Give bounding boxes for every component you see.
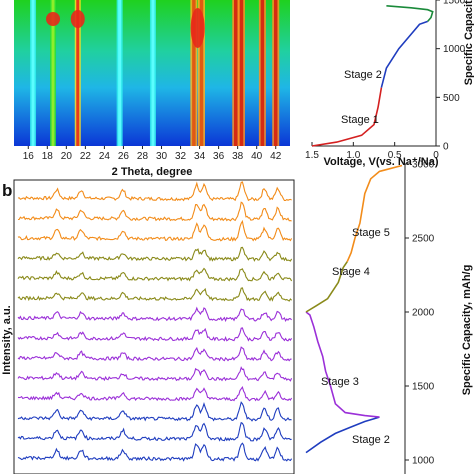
xrd-trace bbox=[17, 181, 292, 202]
voltage-a-curve bbox=[386, 5, 434, 22]
voltage-a-ytick-label: 0 bbox=[443, 142, 449, 153]
voltage-a-ytick-label: 500 bbox=[443, 93, 460, 104]
voltage-b-curve bbox=[305, 261, 348, 313]
heatmap-xlabel: 2 Theta, degree bbox=[112, 166, 193, 178]
heatmap-panel: 16 18 20 22 24 26 28 30 32 34 36 38 40 42 2 Theta, de… bbox=[14, 0, 290, 178]
voltage-b-curve bbox=[305, 311, 380, 418]
xrd-trace bbox=[17, 201, 292, 222]
heatmap-xtick-label: 38 bbox=[232, 151, 244, 162]
heatmap-column-core bbox=[192, 0, 196, 146]
heatmap-xtick-label: 36 bbox=[213, 151, 225, 162]
xrd-trace bbox=[17, 219, 293, 242]
voltage-a-curve bbox=[380, 20, 428, 88]
heatmap-xtick-label: 22 bbox=[80, 151, 92, 162]
heatmap-xtick-label: 34 bbox=[194, 151, 206, 162]
stage4-label-b: Stage 4 bbox=[332, 266, 370, 278]
heatmap-column-core bbox=[234, 0, 238, 146]
voltage-a-xtick-label: 0.5 bbox=[388, 150, 402, 161]
heatmap-hotspot bbox=[190, 8, 205, 48]
heatmap-xtick-label: 42 bbox=[270, 151, 282, 162]
xrd-frame bbox=[13, 179, 295, 474]
voltage-panel-b: 1000 1500 2000 2500 3000 Stage 5 Stage 4 Sta… bbox=[305, 160, 473, 474]
heatmap-xtick-label: 18 bbox=[42, 151, 54, 162]
xrd-trace bbox=[17, 401, 292, 422]
heatmap-xtick-label: 40 bbox=[251, 151, 263, 162]
heatmap-column-core bbox=[260, 0, 265, 146]
heatmap-column-core bbox=[31, 0, 35, 146]
voltage-a-xtick-label: 0 bbox=[433, 150, 439, 161]
heatmap-column-core bbox=[199, 0, 204, 146]
voltage-a-curve bbox=[311, 87, 383, 147]
heatmap-hotspot bbox=[70, 10, 85, 28]
xrd-trace bbox=[17, 327, 293, 342]
voltage-b-ytick-label: 2500 bbox=[412, 234, 435, 245]
heatmap-column-core bbox=[151, 0, 155, 146]
heatmap-xtick-label: 30 bbox=[156, 151, 168, 162]
voltage-panel-a: 1.5 1.0 0.5 00 500 1000 1500 Stage 2 Stage 1 V… bbox=[305, 0, 474, 168]
xrd-ylabel: Intensity, a.u. bbox=[1, 305, 13, 374]
heatmap-column-core bbox=[51, 0, 55, 146]
stage2-label-a: Stage 2 bbox=[344, 69, 382, 81]
heatmap-column-core bbox=[76, 0, 80, 146]
panel-b-label: b bbox=[2, 181, 12, 200]
heatmap-hotspot bbox=[46, 12, 61, 26]
voltage-b-ylabel: Specific Capacity, mAh/g bbox=[461, 265, 473, 396]
voltage-a-ylabel: Specific Capacity, mAh/g bbox=[463, 0, 474, 85]
voltage-b-curve bbox=[346, 164, 403, 263]
xrd-trace bbox=[17, 287, 293, 302]
voltage-a-ytick-label: 1500 bbox=[443, 0, 466, 7]
stage1-label-a: Stage 1 bbox=[341, 114, 379, 126]
heatmap-xtick-label: 28 bbox=[137, 151, 149, 162]
stage2-label-b: Stage 2 bbox=[352, 434, 390, 446]
xrd-panel: b Intensity, a.u. bbox=[1, 179, 295, 474]
voltage-b-ytick-label: 1000 bbox=[412, 456, 435, 467]
xrd-trace bbox=[17, 246, 293, 262]
voltage-a-xtick-label: 1.0 bbox=[346, 150, 360, 161]
xrd-trace bbox=[17, 267, 293, 282]
stage3-label-b: Stage 3 bbox=[321, 376, 359, 388]
voltage-b-ytick-label: 3000 bbox=[412, 160, 435, 171]
xrd-trace bbox=[17, 442, 293, 462]
xrd-trace bbox=[17, 385, 293, 402]
voltage-b-ytick-label: 2000 bbox=[412, 308, 435, 319]
heatmap-xtick-label: 32 bbox=[175, 151, 187, 162]
voltage-a-ytick-label: 1000 bbox=[443, 44, 466, 55]
xrd-trace bbox=[17, 346, 292, 362]
heatmap-column-core bbox=[239, 0, 244, 146]
voltage-a-xtick-label: 1.5 bbox=[305, 150, 319, 161]
voltage-a-xlabel: Voltage, V(vs. Na⁺/Na) bbox=[323, 156, 438, 168]
heatmap-column-core bbox=[273, 0, 278, 146]
voltage-b-curve bbox=[305, 416, 380, 454]
heatmap-xtick-label: 26 bbox=[118, 151, 130, 162]
heatmap-xtick-label: 24 bbox=[99, 151, 111, 162]
heatmap-xtick-label: 20 bbox=[61, 151, 73, 162]
heatmap-xtick-label: 16 bbox=[23, 151, 35, 162]
voltage-b-ytick-label: 1500 bbox=[412, 382, 435, 393]
heatmap-column-core bbox=[118, 0, 122, 146]
stage5-label-b: Stage 5 bbox=[352, 227, 390, 239]
xrd-trace bbox=[17, 306, 292, 323]
xrd-trace bbox=[17, 366, 293, 382]
xrd-trace bbox=[17, 421, 292, 442]
